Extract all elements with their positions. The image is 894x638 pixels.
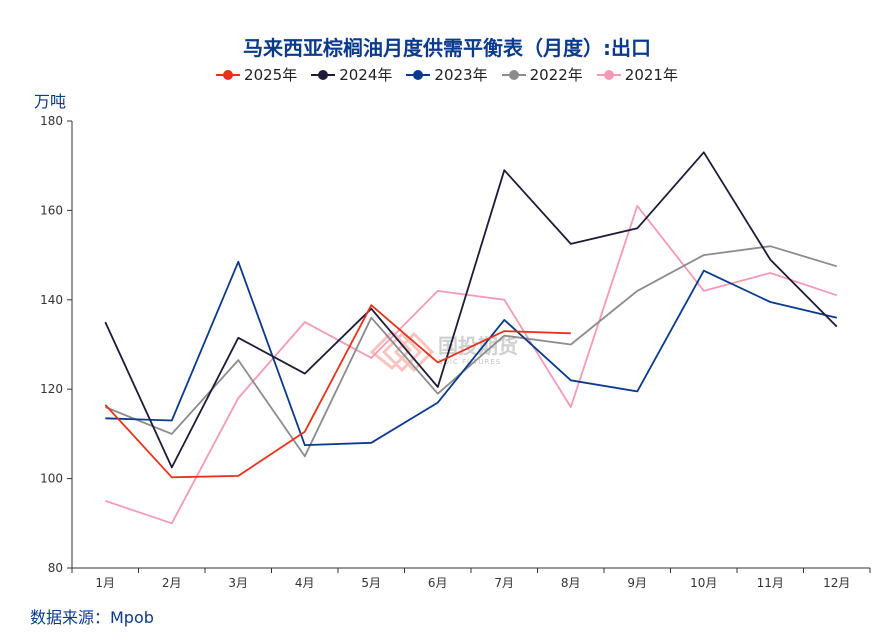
series-line (105, 152, 837, 467)
x-tick-label: 7月 (494, 576, 514, 590)
x-tick-label: 8月 (561, 576, 581, 590)
x-tick-label: 5月 (361, 576, 381, 590)
x-tick-label: 12月 (823, 576, 850, 590)
x-tick-label: 6月 (428, 576, 448, 590)
x-tick-label: 1月 (95, 576, 115, 590)
watermark-logo (372, 332, 432, 370)
y-tick-label: 120 (40, 382, 63, 396)
y-tick-label: 100 (40, 472, 63, 486)
x-tick-label: 2月 (162, 576, 182, 590)
x-tick-label: 10月 (690, 576, 717, 590)
x-tick-label: 4月 (295, 576, 315, 590)
y-tick-label: 140 (40, 293, 63, 307)
y-tick-label: 80 (48, 561, 63, 575)
x-tick-label: 11月 (757, 576, 784, 590)
x-tick-label: 3月 (228, 576, 248, 590)
y-tick-label: 160 (40, 203, 63, 217)
y-tick-label: 180 (40, 114, 63, 128)
x-tick-label: 9月 (627, 576, 647, 590)
series-line (105, 305, 571, 477)
data-source: 数据来源：Mpob (30, 604, 154, 628)
